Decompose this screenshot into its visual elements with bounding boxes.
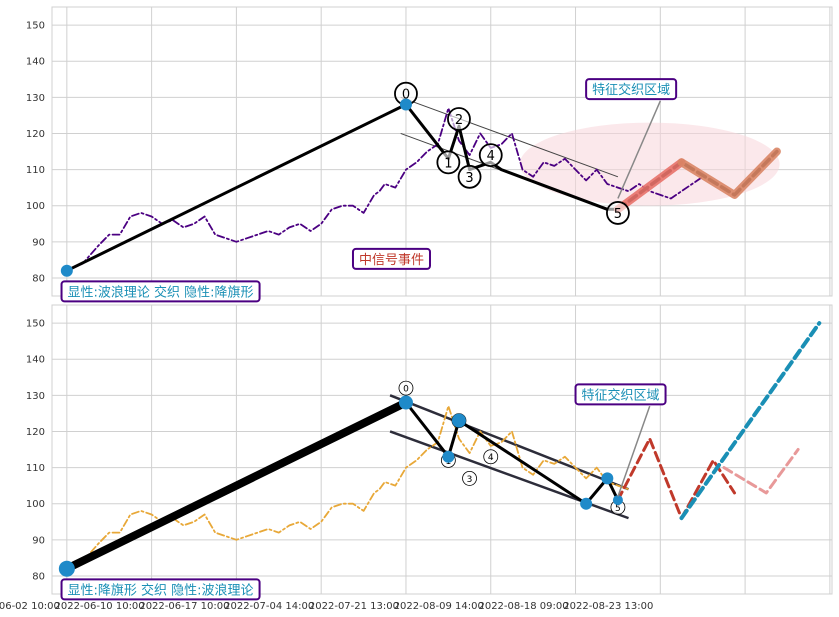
x-tick-label: 2022-08-23 13:00 xyxy=(563,601,653,612)
series-proj-pink-line xyxy=(722,448,800,495)
wave-label-circle xyxy=(436,150,461,175)
wave-label-circle xyxy=(478,143,503,168)
wave-label-text: 3 xyxy=(467,475,473,485)
annotation-arrow xyxy=(617,100,662,199)
annotation-box xyxy=(585,78,678,101)
y-tick-label: 150 xyxy=(26,319,45,330)
annotation-box xyxy=(574,383,667,406)
annotation-text: 显性:降旗形 交织 隐性:波浪理论 xyxy=(68,582,254,598)
annotation-box xyxy=(60,578,261,601)
wave-label-circle xyxy=(398,380,414,396)
series-wave-line xyxy=(62,398,410,573)
wave-label-text: 5 xyxy=(615,504,621,514)
wave-label-text: 4 xyxy=(487,149,495,164)
annotation-text: 特征交织区域 xyxy=(592,82,670,98)
annotation-text: 特征交织区域 xyxy=(582,387,660,403)
annotation-arrow xyxy=(617,405,651,497)
x-tick-label: 2022-07-04 14:00 xyxy=(224,601,314,612)
series-proj-band-line xyxy=(613,158,686,214)
wave-label-circle xyxy=(606,201,630,225)
key-point-dot xyxy=(612,495,623,506)
wave-label-text: 5 xyxy=(614,207,622,222)
x-tick-label: 2022-06-02 10:00 xyxy=(0,601,60,612)
y-tick-label: 80 xyxy=(32,571,45,582)
y-tick-label: 130 xyxy=(26,391,45,402)
channel-line xyxy=(389,394,629,491)
key-point-dot xyxy=(58,560,75,577)
wave-label-circle xyxy=(483,449,499,465)
annotation-text: 中信号事件 xyxy=(359,253,424,268)
key-point-dot xyxy=(580,497,593,510)
annotation-text: 显性:波浪理论 交织 隐性:降旗形 xyxy=(68,284,254,300)
wave-label-text: 3 xyxy=(465,171,473,186)
y-tick-label: 150 xyxy=(26,21,45,32)
y-tick-label: 140 xyxy=(26,355,45,366)
annotation-box xyxy=(60,280,261,303)
x-tick-label: 2022-06-10 10:00 xyxy=(55,601,145,612)
y-tick-label: 80 xyxy=(32,273,45,284)
y-tick-label: 90 xyxy=(32,237,45,248)
y-tick-label: 110 xyxy=(26,165,45,176)
y-tick-label: 130 xyxy=(26,93,45,104)
wave-label-circle xyxy=(457,164,482,189)
y-tick-label: 90 xyxy=(32,535,45,546)
y-tick-label: 140 xyxy=(26,57,45,68)
series-proj-blue-line xyxy=(679,321,822,521)
y-tick-label: 100 xyxy=(26,201,45,212)
y-tick-label: 100 xyxy=(26,499,45,510)
key-point-dot xyxy=(601,472,614,485)
key-point-dot xyxy=(60,264,73,277)
x-tick-label: 2022-08-09 14:00 xyxy=(394,601,484,612)
annotation-box xyxy=(351,247,431,270)
series-price-line xyxy=(65,107,704,272)
x-tick-label: 2022-06-17 10:00 xyxy=(139,601,229,612)
panel-1: 80 90 100 110 120 130 140 150 0 1 2 34 5 特征交织区域中信号事件显… xyxy=(26,6,833,303)
x-tick-label: 2022-08-18 09:00 xyxy=(478,601,568,612)
panel-2: 8090100110120130140150012345特征交织区域显性:降旗形… xyxy=(26,304,833,601)
y-tick-label: 120 xyxy=(26,129,45,140)
wave-label-text: 1 xyxy=(444,156,452,171)
key-point-dot xyxy=(451,413,466,428)
key-point-dot xyxy=(442,450,455,463)
wave-label-text: 4 xyxy=(488,453,494,463)
wave-label-circle xyxy=(462,470,477,486)
wave-label-circle xyxy=(447,107,471,131)
x-tick-label: 2022-07-21 13:00 xyxy=(309,601,399,612)
y-tick-label: 110 xyxy=(26,463,45,474)
wave-label-text: 0 xyxy=(402,88,410,103)
wave-label-text: 2 xyxy=(455,113,463,128)
wave-label-text: 0 xyxy=(403,385,409,395)
key-point-dot xyxy=(398,395,413,410)
key-point-dot xyxy=(399,98,412,111)
y-tick-label: 120 xyxy=(26,427,45,438)
series-proj-band2-line xyxy=(677,147,781,199)
